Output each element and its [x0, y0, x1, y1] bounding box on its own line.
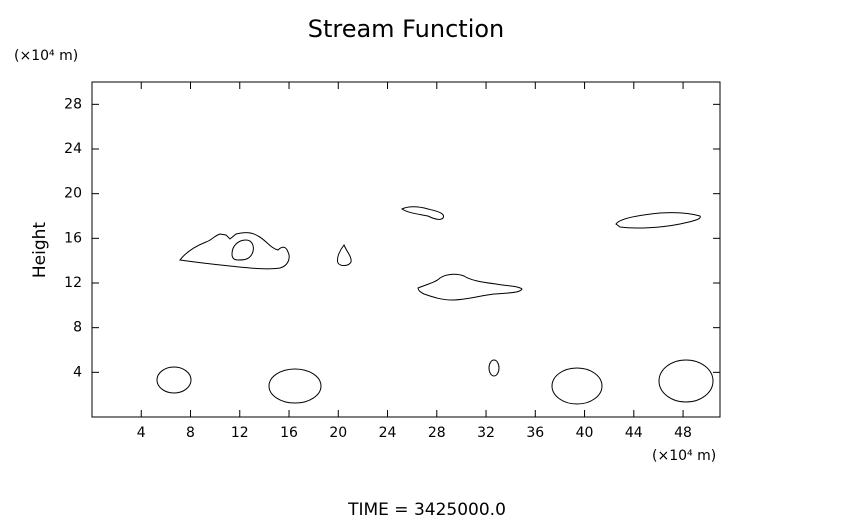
- contour: [268, 368, 322, 404]
- x-unit: (×10⁴ m): [652, 448, 716, 464]
- x-tick-label: 8: [186, 425, 195, 441]
- contour: [231, 239, 254, 261]
- contour: [658, 359, 714, 403]
- y-tick-label: 16: [64, 230, 82, 246]
- contour: [417, 273, 523, 301]
- footer: TIME = 3425000.0: [347, 500, 506, 519]
- x-tick-label: 24: [379, 425, 397, 441]
- y-tick-label: 20: [64, 186, 82, 202]
- x-tick-label: 12: [231, 425, 249, 441]
- contour: [156, 366, 192, 394]
- contour: [179, 232, 290, 270]
- chart-title: Stream Function: [308, 15, 505, 43]
- x-tick-label: 28: [428, 425, 446, 441]
- x-tick-label: 20: [329, 425, 347, 441]
- x-tick-label: 44: [625, 425, 643, 441]
- contour: [401, 206, 445, 220]
- contours: [156, 206, 714, 405]
- x-tick-label: 4: [137, 425, 146, 441]
- contour: [551, 367, 603, 405]
- x-tick-label: 48: [674, 425, 692, 441]
- x-tick-label: 36: [526, 425, 544, 441]
- contour: [488, 359, 500, 377]
- y-tick-label: 8: [73, 320, 82, 336]
- y-tick-label: 4: [73, 364, 82, 380]
- contour: [337, 244, 352, 266]
- y-axis-label: Height: [30, 222, 50, 279]
- y-tick-label: 28: [64, 96, 82, 112]
- y-tick-label: 12: [64, 275, 82, 291]
- x-tick-label: 32: [477, 425, 495, 441]
- y-unit: (×10⁴ m): [14, 48, 78, 64]
- x-tick-label: 40: [576, 425, 594, 441]
- contour: [615, 212, 701, 229]
- y-tick-label: 24: [64, 141, 82, 157]
- plot-frame: [91, 81, 721, 418]
- x-tick-label: 16: [280, 425, 298, 441]
